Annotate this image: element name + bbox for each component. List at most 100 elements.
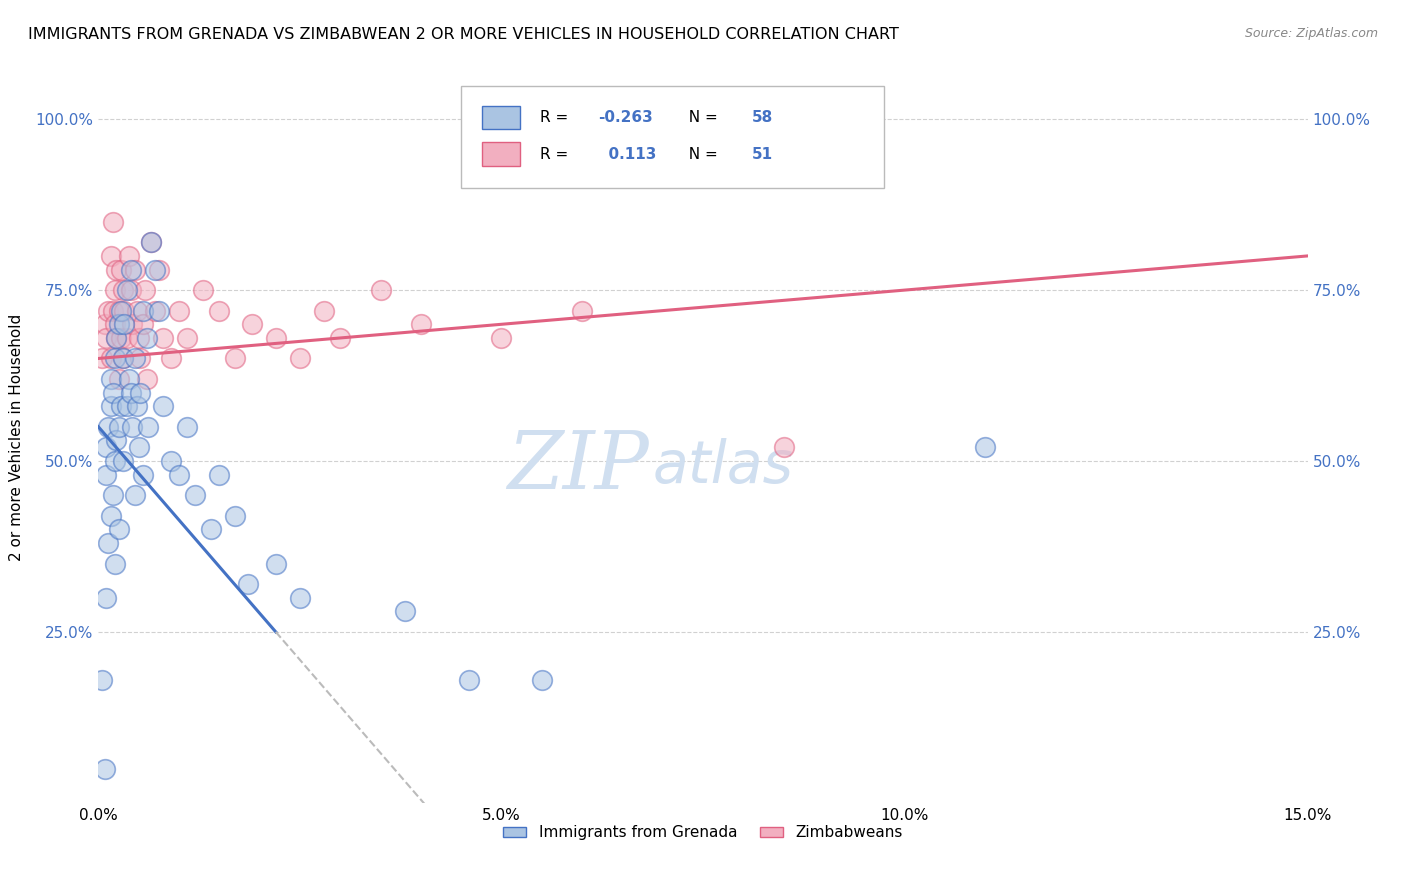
Point <box>105 331 128 345</box>
Point <box>103 283 125 297</box>
Point <box>288 351 311 366</box>
Point <box>370 283 392 297</box>
Point <box>91 673 114 687</box>
Point <box>143 262 166 277</box>
Point <box>143 303 166 318</box>
Point <box>167 303 190 318</box>
Point <box>120 262 142 277</box>
Point <box>530 673 553 687</box>
Point <box>103 557 125 571</box>
Point <box>128 440 150 454</box>
Point <box>111 351 134 366</box>
Text: Source: ZipAtlas.com: Source: ZipAtlas.com <box>1244 27 1378 40</box>
Point <box>100 249 122 263</box>
Point <box>103 454 125 468</box>
Point <box>107 420 129 434</box>
Point <box>148 303 170 318</box>
Point <box>127 400 149 414</box>
Point <box>101 488 124 502</box>
Point <box>100 400 122 414</box>
Text: N =: N = <box>679 110 723 125</box>
Point <box>135 331 157 345</box>
FancyBboxPatch shape <box>461 86 884 188</box>
Point <box>111 351 134 366</box>
Point <box>224 351 246 366</box>
Point <box>97 303 120 318</box>
Point <box>103 351 125 366</box>
Point <box>101 303 124 318</box>
Point <box>103 318 125 332</box>
Point <box>112 303 135 318</box>
Point <box>236 577 259 591</box>
Text: 0.113: 0.113 <box>598 146 657 161</box>
Text: atlas: atlas <box>652 438 793 495</box>
Point <box>110 303 132 318</box>
Point <box>112 318 135 332</box>
Point <box>129 385 152 400</box>
Point <box>974 440 997 454</box>
Text: IMMIGRANTS FROM GRENADA VS ZIMBABWEAN 2 OR MORE VEHICLES IN HOUSEHOLD CORRELATIO: IMMIGRANTS FROM GRENADA VS ZIMBABWEAN 2 … <box>28 27 898 42</box>
Text: R =: R = <box>540 146 572 161</box>
Point <box>107 372 129 386</box>
Point <box>100 351 122 366</box>
Point <box>101 215 124 229</box>
Text: -0.263: -0.263 <box>598 110 652 125</box>
Point <box>121 318 143 332</box>
Point <box>224 508 246 523</box>
Point <box>121 420 143 434</box>
Point <box>264 331 287 345</box>
Point <box>148 262 170 277</box>
Point <box>132 318 155 332</box>
Point <box>105 331 128 345</box>
Point <box>160 351 183 366</box>
Point <box>107 318 129 332</box>
Point <box>772 440 794 454</box>
Point <box>105 434 128 448</box>
Point <box>101 385 124 400</box>
FancyBboxPatch shape <box>482 143 520 166</box>
Point <box>458 673 481 687</box>
Point <box>128 331 150 345</box>
Point <box>132 303 155 318</box>
Point <box>193 283 215 297</box>
Text: N =: N = <box>679 146 723 161</box>
Point <box>96 591 118 605</box>
Point <box>124 262 146 277</box>
Point <box>100 508 122 523</box>
Point <box>314 303 336 318</box>
Point <box>97 536 120 550</box>
Point <box>115 283 138 297</box>
Point <box>176 420 198 434</box>
Point <box>127 303 149 318</box>
Point <box>132 467 155 482</box>
Point <box>110 400 132 414</box>
Point <box>118 372 141 386</box>
Point <box>129 351 152 366</box>
Point <box>96 467 118 482</box>
Point <box>329 331 352 345</box>
Point <box>100 372 122 386</box>
Text: R =: R = <box>540 110 572 125</box>
Point <box>110 262 132 277</box>
Point <box>394 604 416 618</box>
Legend: Immigrants from Grenada, Zimbabweans: Immigrants from Grenada, Zimbabweans <box>498 819 908 847</box>
Point <box>184 488 207 502</box>
Point <box>110 331 132 345</box>
Point <box>138 420 160 434</box>
FancyBboxPatch shape <box>482 106 520 129</box>
Point <box>134 283 156 297</box>
Point <box>107 303 129 318</box>
Point <box>208 467 231 482</box>
Text: 51: 51 <box>751 146 772 161</box>
Point <box>139 235 162 250</box>
Point <box>120 283 142 297</box>
Point <box>91 351 114 366</box>
Point <box>120 385 142 400</box>
Point <box>124 351 146 366</box>
Point <box>96 331 118 345</box>
Point <box>152 400 174 414</box>
Point <box>208 303 231 318</box>
Point <box>94 318 117 332</box>
Point <box>139 235 162 250</box>
Point <box>152 331 174 345</box>
